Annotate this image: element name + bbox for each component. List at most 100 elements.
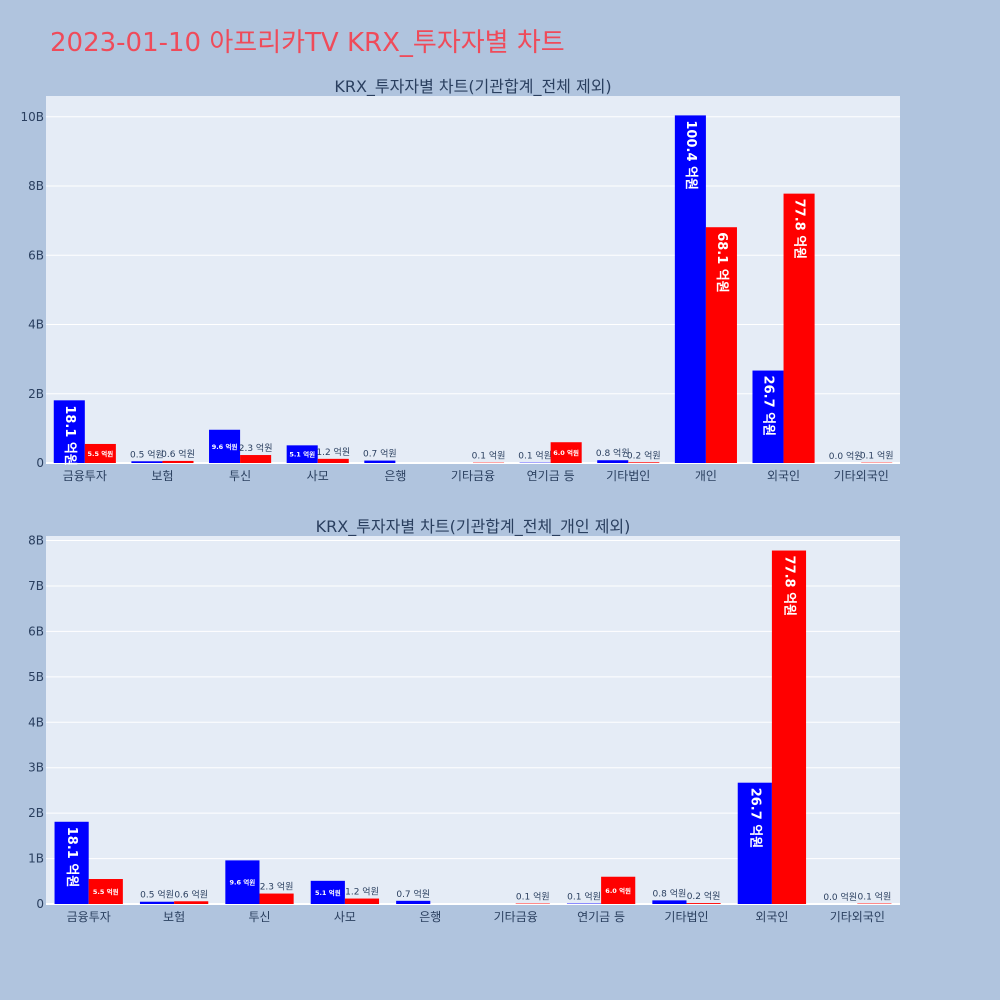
chart-top: KRX_투자자별 차트(기관합계_전체 제외) 0 2B 4B 6B 8B 10B 금융투자 1…	[20, 77, 900, 483]
sell-bar	[601, 876, 636, 904]
chart-bottom: KRX_투자자별 차트(기관합계_전체_개인 제외) 0 1B 2B 3B 4B 5B 6B 7…	[28, 517, 900, 924]
y-tick-label: 8B	[28, 179, 44, 193]
chart-title: KRX_투자자별 차트(기관합계_전체 제외)	[334, 77, 611, 97]
y-tick-label: 0	[36, 456, 44, 470]
data-label: 26.7 억원	[747, 788, 762, 849]
data-label: 26.7 억원	[761, 376, 776, 437]
data-label: 1.2 억원	[316, 446, 350, 458]
data-label: 0.1 억원	[472, 450, 506, 462]
x-tick-label: 사모	[334, 910, 356, 924]
y-tick-label: 4B	[28, 318, 44, 332]
y-tick-label: 2B	[28, 387, 44, 401]
y-tick-label: 8B	[28, 534, 44, 548]
data-label: 9.6 억원	[230, 878, 256, 887]
data-label: 5.5 억원	[93, 887, 119, 896]
data-label: 0.1 억원	[516, 891, 550, 903]
x-tick-label: 외국인	[767, 469, 800, 483]
x-tick-label: 외국인	[755, 910, 788, 924]
data-label: 0.0 억원	[823, 891, 857, 903]
sell-bar	[550, 442, 582, 463]
x-tick-label: 은행	[419, 909, 441, 924]
data-label: 6.0 억원	[605, 886, 631, 895]
data-label: 5.1 억원	[289, 450, 315, 459]
buy-bar	[209, 429, 241, 463]
data-label: 1.2 억원	[345, 886, 379, 898]
x-tick-label: 기타금융	[451, 469, 495, 483]
buy-bar	[674, 115, 706, 464]
x-tick-label: 사모	[307, 469, 329, 483]
sell-bar	[240, 455, 272, 463]
buy-bar	[752, 370, 784, 463]
buy-bar	[54, 821, 89, 904]
buy-bar	[286, 445, 318, 463]
data-label: 0.6 억원	[174, 888, 208, 900]
data-label: 0.1 억원	[858, 891, 892, 903]
data-label: 0.5 억원	[140, 889, 174, 901]
data-label: 2.3 억원	[239, 442, 273, 454]
data-label: 6.0 억원	[553, 448, 579, 457]
sell-bar	[705, 227, 737, 463]
y-tick-label: 6B	[28, 624, 44, 638]
x-tick-label: 보험	[163, 910, 185, 924]
y-tick-label: 4B	[28, 715, 44, 729]
y-tick-label: 10B	[20, 110, 44, 124]
data-label: 0.7 억원	[363, 448, 397, 460]
data-label: 68.1 억원	[714, 232, 729, 293]
page-title: 2023-01-10 아프리카TV KRX_투자자별 차트	[50, 28, 565, 58]
buy-bar	[652, 900, 687, 904]
sell-bar	[628, 462, 660, 463]
y-tick-label: 1B	[28, 852, 44, 866]
y-tick-label: 3B	[28, 761, 44, 775]
data-label: 0.6 억원	[161, 448, 195, 460]
data-label: 77.8 억원	[781, 556, 796, 617]
buy-bar	[131, 461, 163, 463]
buy-bar	[597, 460, 629, 463]
x-tick-label: 기타금융	[494, 910, 538, 924]
x-tick-label: 연기금 등	[577, 910, 625, 924]
sell-bar	[686, 903, 721, 904]
x-tick-label: 투신	[229, 469, 251, 483]
sell-bar	[174, 901, 209, 904]
chart-title: KRX_투자자별 차트(기관합계_전체_개인 제외)	[316, 517, 631, 537]
x-tick-label: 금융투자	[63, 469, 107, 483]
x-tick-label: 금융투자	[67, 910, 111, 924]
data-label: 0.1 억원	[860, 450, 894, 462]
x-tick-label: 투신	[248, 910, 270, 924]
buy-bar	[737, 782, 772, 904]
y-tick-label: 5B	[28, 670, 44, 684]
sell-bar	[88, 879, 123, 904]
data-label: 5.5 억원	[87, 449, 113, 458]
y-tick-label: 7B	[28, 579, 44, 593]
sell-bar	[317, 458, 349, 463]
x-tick-label: 기타법인	[664, 910, 708, 924]
x-tick-label: 연기금 등	[527, 469, 575, 483]
x-tick-label: 기타법인	[606, 469, 650, 483]
sell-bar	[259, 893, 294, 904]
y-tick-label: 0	[36, 897, 44, 911]
data-label: 18.1 억원	[62, 405, 77, 466]
sell-bar	[84, 443, 116, 463]
x-tick-label: 기타외국인	[830, 910, 885, 924]
data-label: 0.0 억원	[829, 450, 863, 462]
buy-bar	[225, 860, 260, 904]
data-label: 2.3 억원	[260, 881, 294, 893]
data-label: 77.8 억원	[792, 199, 807, 260]
data-label: 5.1 억원	[315, 888, 341, 897]
sell-bar	[162, 460, 194, 463]
buy-bar	[310, 880, 345, 904]
sell-bar	[344, 898, 380, 904]
data-label: 0.7 억원	[396, 888, 430, 900]
buy-bar	[53, 400, 85, 463]
y-tick-label: 2B	[28, 806, 44, 820]
data-label: 0.5 억원	[130, 448, 164, 460]
buy-bar	[396, 900, 431, 904]
buy-bar	[364, 460, 396, 463]
data-label: 0.8 억원	[596, 447, 630, 459]
data-label: 0.1 억원	[518, 450, 552, 462]
data-label: 18.1 억원	[64, 827, 79, 888]
x-tick-label: 은행	[384, 468, 406, 483]
y-tick-label: 6B	[28, 248, 44, 262]
data-label: 0.1 억원	[567, 891, 601, 903]
sell-bar	[771, 550, 807, 904]
x-tick-label: 보험	[151, 469, 173, 483]
